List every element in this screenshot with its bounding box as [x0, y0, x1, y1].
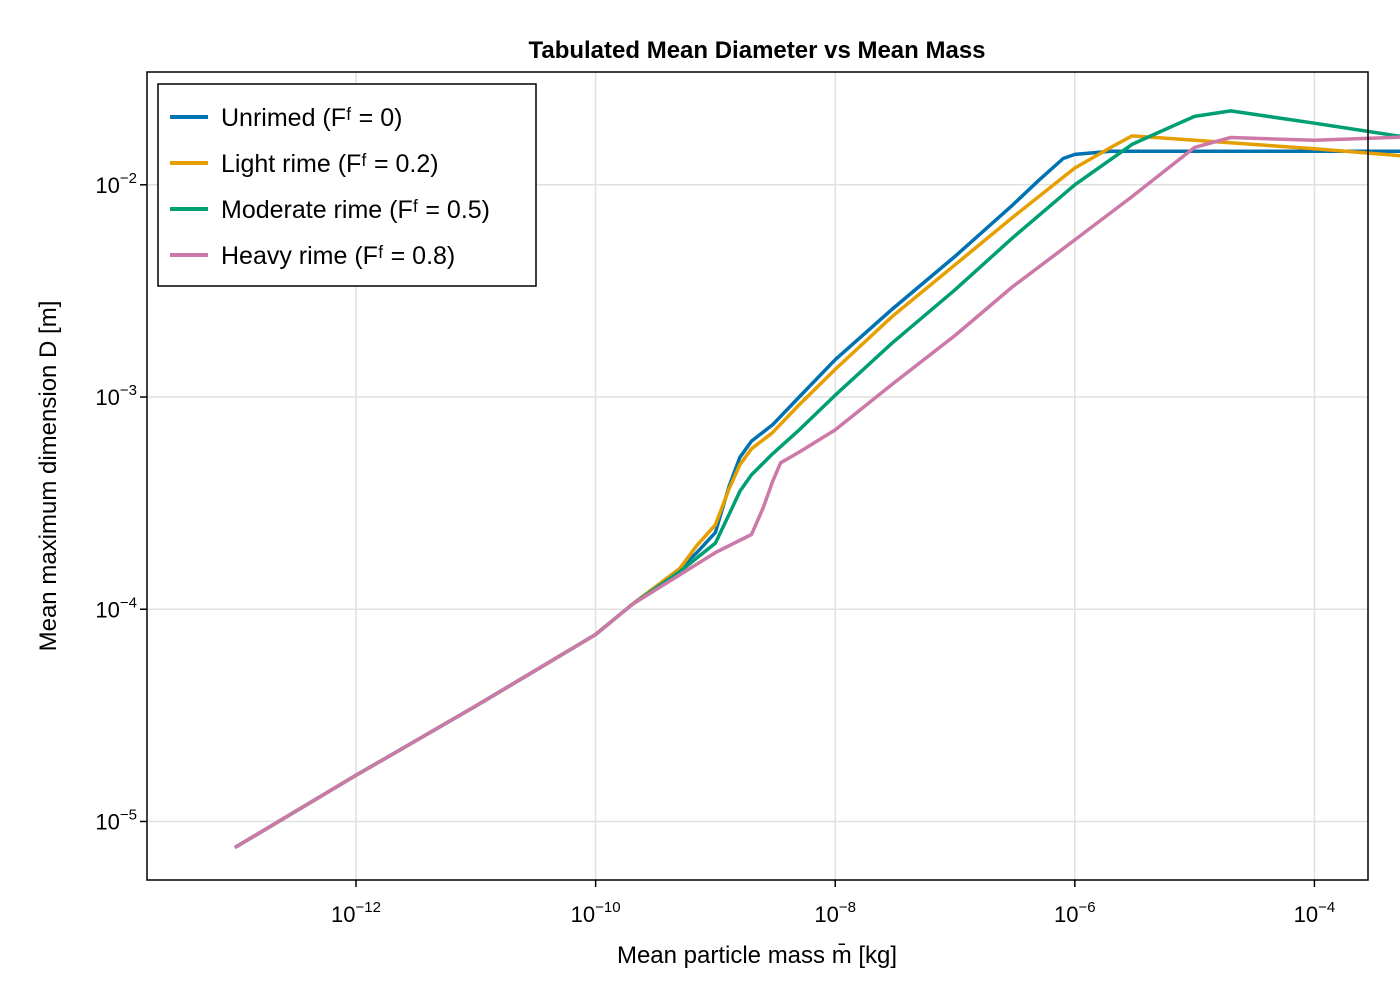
y-tick-label: 10−3 — [95, 382, 137, 410]
chart-title: Tabulated Mean Diameter vs Mean Mass — [528, 37, 985, 64]
legend-label-1: Unrimed (Fᶠ = 0) — [221, 104, 402, 132]
legend: Unrimed (Fᶠ = 0) Light rime (Fᶠ = 0.2) Mod… — [157, 83, 537, 287]
y-tick-label: 10−2 — [95, 170, 137, 198]
series-group — [234, 109, 1400, 849]
y-axis-title: Mean maximum dimension D [m] — [35, 301, 62, 652]
x-axis-title: Mean particle mass m̄ [kg] — [617, 942, 897, 969]
x-tick-label: 10−10 — [571, 899, 621, 927]
y-tick-label: 10−5 — [95, 806, 137, 834]
x-tick-label: 10−8 — [814, 899, 856, 927]
series-line-4 — [234, 135, 1400, 849]
legend-label-2: Light rime (Fᶠ = 0.2) — [221, 150, 439, 178]
plot-frame — [146, 71, 1369, 881]
y-tick-labels: 10−5 10−4 10−3 10−2 — [95, 170, 147, 834]
x-tick-labels: 10−12 10−10 10−8 10−6 10−4 — [331, 880, 1335, 927]
y-tick-label: 10−4 — [95, 594, 137, 622]
legend-label-3: Moderate rime (Fᶠ = 0.5) — [221, 196, 490, 224]
x-tick-label: 10−12 — [331, 899, 381, 927]
legend-box — [157, 83, 537, 287]
x-tick-label: 10−6 — [1054, 899, 1096, 927]
x-tick-label: 10−4 — [1294, 899, 1336, 927]
legend-label-4: Heavy rime (Fᶠ = 0.8) — [221, 242, 455, 270]
